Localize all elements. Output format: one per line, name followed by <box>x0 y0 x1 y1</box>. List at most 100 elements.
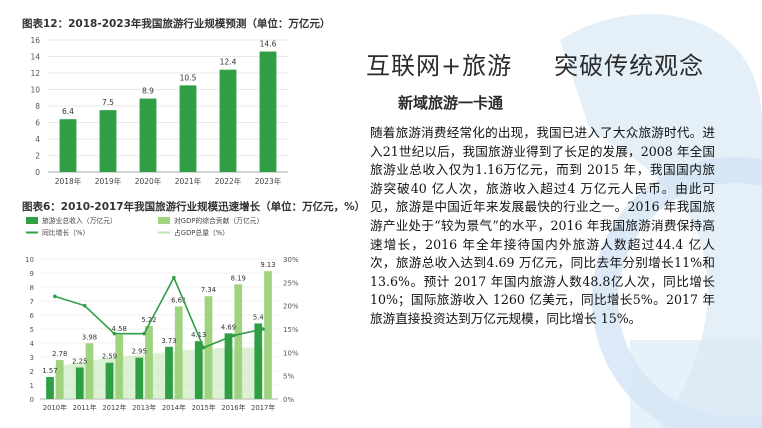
bar <box>179 85 197 172</box>
y-left-tick-label: 5 <box>30 326 34 334</box>
x-tick-label: 2015年 <box>192 403 216 412</box>
slide-headline: 互联网+旅游 突破传统观念 <box>366 46 704 81</box>
x-tick-label: 2011年 <box>73 403 97 412</box>
bar-gdp-contribution <box>234 284 243 399</box>
chart-title: 图表6：2010-2017年我国旅游行业规模迅速增长（单位：万亿元，%） <box>22 201 366 213</box>
line-point <box>231 333 236 338</box>
bar <box>259 51 277 172</box>
line-point <box>172 275 176 280</box>
x-tick-label: 2023年 <box>255 176 282 186</box>
bar-gdp-contribution <box>145 325 153 399</box>
y-left-tick-label: 4 <box>30 340 35 348</box>
line-series-growth <box>54 275 264 349</box>
line-point <box>142 331 146 336</box>
data-label: 7.5 <box>102 98 114 107</box>
bar <box>59 119 77 172</box>
data-label: 2.59 <box>102 353 117 361</box>
y-left-tick-label: 8 <box>30 284 34 292</box>
forecast-chart-canvas: 0 2 4 6 8 10 12 14 16 6.4 2018年 7.5 2019年 8.9 2020年 10.… <box>30 36 288 186</box>
slide-subheading: 新域旅游一卡通 <box>398 94 504 112</box>
bar-gdp-contribution <box>115 334 124 399</box>
data-label: 8.19 <box>231 274 246 282</box>
data-label: 7.34 <box>201 286 216 294</box>
data-label: 8.9 <box>142 87 154 96</box>
data-label: 2.78 <box>52 350 67 358</box>
legend-swatch <box>158 217 170 224</box>
data-label: 6.4 <box>62 107 74 116</box>
line-point <box>112 331 117 336</box>
y-tick-label: 16 <box>30 36 40 45</box>
bar-gdp-contribution <box>174 306 183 399</box>
y-tick-label: 10 <box>30 86 40 95</box>
bar-gdp-contribution <box>55 360 64 399</box>
bar-gdp-contribution <box>204 296 213 399</box>
data-label: 5.4 <box>253 313 264 321</box>
x-tick-label: 2010年 <box>43 403 67 412</box>
y-tick-label: 14 <box>30 53 40 62</box>
bar <box>139 98 157 172</box>
line-point <box>53 294 57 299</box>
y-right-tick-label: 25% <box>283 279 299 287</box>
y-tick-label: 6 <box>35 119 40 128</box>
data-label: 2.95 <box>132 348 147 356</box>
data-label: 6.61 <box>171 296 186 304</box>
legend-label: 旅游业总收入（万亿元） <box>42 216 117 225</box>
data-label: 12.4 <box>220 58 237 67</box>
data-label: 2.25 <box>72 358 87 366</box>
x-tick-label: 2013年 <box>132 403 156 412</box>
line-point <box>261 327 265 331</box>
x-tick-label: 2022年 <box>215 176 242 186</box>
bar-gdp-contribution <box>85 343 94 399</box>
x-tick-label: 2019年 <box>95 176 122 186</box>
background-bottom-bar <box>630 340 762 428</box>
data-label: 14.6 <box>260 40 277 49</box>
line-point <box>201 345 206 350</box>
y-right-tick-label: 5% <box>283 373 294 381</box>
y-right-tick-label: 15% <box>283 326 299 334</box>
y-tick-label: 4 <box>35 135 40 144</box>
slide-body-text: 随着旅游消费经常化的出现，我国已进入了大众旅游时代。进入21世纪以后，我国旅游业… <box>370 125 715 326</box>
growth-chart-canvas: 旅游业总收入（万亿元） 对GDP的综合贡献（万亿元） 同比增长（%） 占GDP总量（%… <box>25 216 299 412</box>
x-tick-label: 2012年 <box>102 403 126 412</box>
data-label: 4.69 <box>221 323 236 331</box>
y-tick-label: 8 <box>35 102 40 111</box>
growth-combo-chart: 图表6：2010-2017年我国旅游行业规模迅速增长（单位：万亿元，%） 旅游业… <box>8 195 365 419</box>
y-left-tick-label: 6 <box>30 312 35 320</box>
bar-total-revenue <box>75 367 84 399</box>
y-left-tick-label: 7 <box>30 298 34 306</box>
legend-label: 对GDP的综合贡献（万亿元） <box>174 216 263 225</box>
data-label: 5.22 <box>141 316 156 324</box>
legend-label: 占GDP总量（%） <box>174 228 229 237</box>
headline-left: 互联网+旅游 <box>366 52 513 80</box>
y-left-tick-label: 1 <box>30 382 34 390</box>
x-tick-label: 2020年 <box>135 176 162 186</box>
y-left-tick-label: 10 <box>25 256 34 264</box>
chart-title: 图表12：2018-2023年我国旅游行业规模预测（单位：万亿元） <box>22 18 331 30</box>
x-tick-label: 2014年 <box>162 403 186 412</box>
x-tick-label: 2017年 <box>251 403 275 412</box>
headline-right: 突破传统观念 <box>554 52 705 80</box>
bar-gdp-contribution <box>264 271 272 399</box>
bar-total-revenue <box>105 362 114 399</box>
data-label: 1.57 <box>42 367 57 375</box>
data-label: 4.58 <box>112 325 127 333</box>
bar-total-revenue <box>254 323 263 399</box>
data-label: 9.13 <box>260 261 275 269</box>
bar-total-revenue <box>135 357 144 399</box>
data-label: 10.5 <box>180 73 197 82</box>
bar <box>219 69 237 172</box>
x-tick-label: 2021年 <box>175 176 202 186</box>
y-right-tick-label: 20% <box>283 303 299 311</box>
y-left-tick-label: 9 <box>30 270 34 278</box>
data-label: 3.98 <box>82 333 97 341</box>
y-left-tick-label: 3 <box>30 354 34 362</box>
background-arc-shape <box>560 14 762 428</box>
y-tick-label: 12 <box>30 69 40 78</box>
line-point <box>82 303 87 308</box>
legend-swatch <box>26 217 38 224</box>
y-left-tick-label: 2 <box>30 368 34 376</box>
y-right-tick-label: 30% <box>283 256 299 264</box>
bar-total-revenue <box>165 346 173 399</box>
bar <box>99 110 117 172</box>
